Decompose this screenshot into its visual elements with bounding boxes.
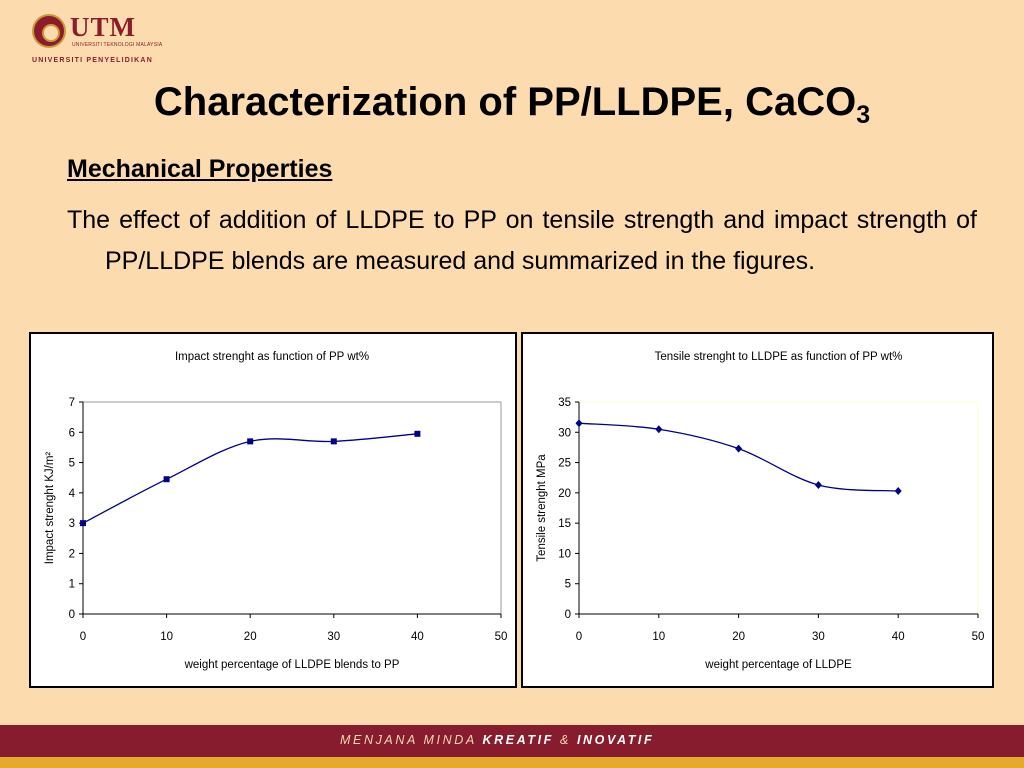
footer-slogan-bold2: INOVATIF: [576, 733, 655, 747]
x-tick-label: 50: [495, 631, 508, 643]
body-paragraph: The effect of addition of LLDPE to PP on…: [67, 206, 977, 275]
x-tick-label: 20: [732, 631, 745, 643]
x-tick-label: 30: [812, 631, 825, 643]
data-point-marker: [894, 487, 902, 496]
chart-title: Impact strenght as function of PP wt%: [175, 351, 369, 363]
y-tick-label: 20: [558, 488, 571, 500]
data-point-marker: [655, 425, 663, 434]
y-axis-label: Tensile strenght MPa: [536, 454, 548, 562]
tensile-strength-chart-svg: Tensile strenght to LLDPE as function of…: [536, 351, 985, 671]
data-point-marker: [80, 520, 86, 527]
y-tick-label: 5: [69, 458, 75, 470]
y-tick-label: 0: [69, 609, 75, 621]
plot-area: [578, 401, 979, 615]
x-tick-label: 0: [80, 631, 86, 643]
tensile-strength-chart: Tensile strenght to LLDPE as function of…: [521, 332, 994, 688]
x-axis-label: weight percentage of LLDPE blends to PP: [184, 659, 400, 671]
section-subheading: Mechanical Properties: [67, 155, 333, 183]
slide-title-main: Characterization of PP/LLDPE, CaCO: [153, 80, 857, 124]
chart-title: Tensile strenght to LLDPE as function of…: [655, 351, 903, 363]
footer-banner: MENJANA MINDA KREATIF & INOVATIF: [0, 725, 1024, 757]
footer-gold-line: [0, 757, 1024, 768]
impact-strength-chart-svg: Impact strenght as function of PP wt% 0 1 2…: [44, 351, 508, 671]
x-tick-label: 10: [160, 631, 173, 643]
y-tick-label: 15: [558, 518, 571, 530]
x-tick-label: 20: [244, 631, 257, 643]
data-point-marker: [414, 430, 421, 437]
impact-strength-chart: Impact strenght as function of PP wt% 0 1 2…: [29, 332, 517, 688]
y-tick-label: 35: [558, 397, 571, 409]
x-tick-label: 40: [411, 631, 424, 643]
y-tick-label: 5: [565, 579, 571, 591]
footer-slogan-bold1: KREATIF: [482, 733, 554, 747]
y-tick-label: 7: [69, 397, 75, 409]
y-axis-label: Impact strenght KJ/m²: [44, 452, 56, 565]
x-tick-label: 0: [576, 631, 582, 643]
x-axis-label: weight percentage of LLDPE: [704, 659, 852, 671]
y-tick-label: 4: [69, 488, 76, 500]
footer-slogan: MENJANA MINDA KREATIF & INOVATIF: [340, 733, 654, 747]
plot-area: [82, 401, 502, 615]
data-point-marker: [735, 444, 743, 453]
data-point-marker: [163, 476, 170, 483]
logo-name: UTM: [70, 12, 136, 42]
logo-university-line: UNIVERSITI TEKNOLOGI MALAYSIA: [72, 42, 163, 48]
x-tick-label: 10: [652, 631, 665, 643]
data-point-marker: [575, 419, 583, 428]
y-tick-label: 30: [558, 427, 571, 439]
data-point-marker: [247, 438, 254, 445]
y-tick-label: 25: [558, 458, 571, 470]
university-seal-icon: [32, 14, 66, 48]
y-tick-label: 3: [69, 518, 75, 530]
y-tick-label: 2: [69, 548, 75, 560]
y-tick-label: 0: [565, 609, 571, 621]
y-tick-label: 1: [69, 579, 75, 591]
y-tick-label: 10: [558, 548, 571, 560]
slide-title-subscript: 3: [856, 101, 871, 129]
x-tick-label: 50: [972, 631, 985, 643]
x-tick-label: 30: [327, 631, 340, 643]
slide-title: Characterization of PP/LLDPE, CaCO3: [0, 80, 1024, 130]
utm-logo: UTM UNIVERSITI TEKNOLOGI MALAYSIA UNIVER…: [30, 12, 162, 70]
data-point-marker: [814, 480, 822, 489]
footer-slogan-amp: &: [559, 733, 571, 747]
x-tick-label: 40: [892, 631, 905, 643]
data-point-marker: [330, 438, 337, 445]
logo-tagline: UNIVERSITI PENYELIDIKAN: [32, 57, 153, 64]
footer-slogan-prefix: MENJANA MINDA: [340, 733, 477, 747]
y-tick-label: 6: [69, 427, 75, 439]
